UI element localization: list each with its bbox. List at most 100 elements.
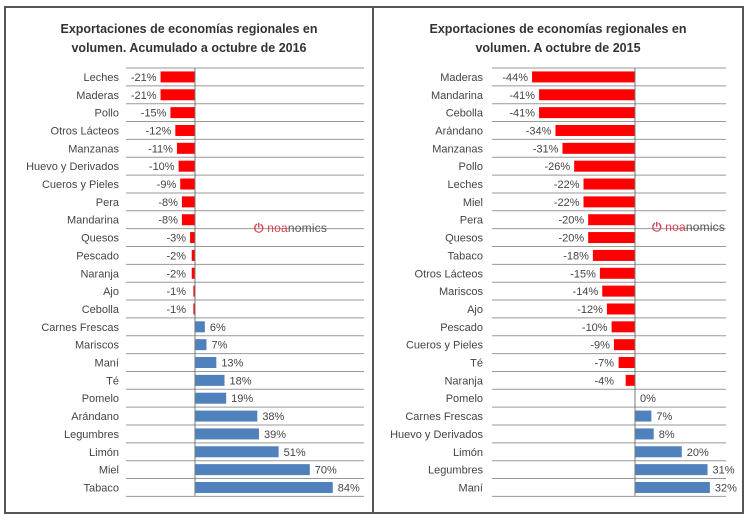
bar-chart-2016: Leches -21% Maderas -21% Pollo -15% Otros Láct… [26, 67, 364, 497]
bar-cueros-y-pieles [613, 339, 635, 351]
bar-tabaco [195, 481, 333, 493]
chart-panel-2015: Exportaciones de economías regionales en… [372, 6, 744, 514]
bar-naranja [625, 374, 635, 386]
category-label: Huevo y Derivados [390, 429, 483, 441]
value-label: -8% [158, 197, 178, 209]
category-label: Pollo [459, 161, 483, 173]
logo-prefix: noa [665, 220, 686, 234]
category-label: Cebolla [446, 108, 484, 120]
bar-huevo-y-derivados [635, 428, 654, 440]
value-label: -15% [570, 268, 596, 280]
value-label: 8% [659, 429, 675, 441]
category-label: Pomelo [82, 393, 119, 405]
value-label: -7% [594, 358, 614, 370]
bar-leches [583, 178, 635, 190]
category-label: Quesos [445, 233, 483, 245]
value-label: -2% [166, 268, 186, 280]
logo-suffix: nomics [287, 221, 328, 235]
category-label: Mandarina [67, 215, 120, 227]
category-label: Cueros y Pieles [42, 179, 120, 191]
value-label: -2% [166, 250, 186, 262]
bar-naranja [191, 267, 195, 279]
value-label: -18% [563, 250, 589, 262]
category-label: Mandarina [431, 90, 484, 102]
category-label: Naranja [80, 268, 119, 280]
logo-suffix: nomics [685, 220, 726, 234]
bar-quesos [190, 232, 195, 244]
category-label: Ajo [467, 304, 483, 316]
category-label: Pera [460, 215, 484, 227]
value-label: 18% [230, 375, 252, 387]
value-label: -1% [166, 286, 186, 298]
value-label: -4% [594, 375, 614, 387]
value-label: -9% [590, 340, 610, 352]
bar-maderas [160, 89, 195, 101]
bar-quesos [588, 232, 635, 244]
category-label: Pescado [76, 250, 119, 262]
category-label: Mariscos [75, 340, 120, 352]
category-label: Tabaco [448, 250, 483, 262]
bar-mandarina [181, 214, 195, 226]
category-label: Legumbres [64, 429, 120, 441]
value-label: 0% [640, 393, 656, 405]
watermark-logo: ⏻ noanomics [254, 221, 327, 236]
value-label: -3% [166, 233, 186, 245]
value-label: -8% [158, 215, 178, 227]
value-label: -10% [582, 322, 608, 334]
power-icon: ⏻ [652, 220, 662, 234]
bar-pera [588, 214, 635, 226]
bar-chart-2015: Maderas -44% Mandarina -41% Cebolla -41% Aránd… [390, 67, 737, 497]
category-label: Arándano [71, 411, 119, 423]
value-label: -15% [141, 108, 167, 120]
bar-limón [635, 446, 682, 458]
bar-manzanas [176, 142, 195, 154]
bar-tabaco [592, 249, 635, 261]
bar-pescado [611, 321, 635, 333]
value-label: 7% [211, 340, 227, 352]
bar-maderas [532, 71, 635, 83]
bar-pomelo [195, 392, 227, 404]
category-label: Té [106, 375, 119, 387]
value-label: -41% [509, 90, 535, 102]
chart-title-line-2: volumen. A octubre de 2015 [475, 41, 641, 55]
bar-mandarina [539, 89, 635, 101]
category-label: Limón [89, 447, 119, 459]
value-label: -20% [559, 233, 585, 245]
bar-pollo [170, 107, 195, 119]
bar-cebolla [539, 107, 635, 119]
category-label: Maní [459, 482, 483, 494]
category-label: Cebolla [82, 304, 120, 316]
bar-pescado [191, 249, 195, 261]
value-label: 38% [262, 411, 284, 423]
chart-title-line-2: volumen. Acumulado a octubre de 2016 [71, 41, 307, 55]
category-label: Manzanas [432, 143, 483, 155]
value-label: -34% [526, 125, 552, 137]
category-label: Mariscos [439, 286, 484, 298]
category-label: Té [470, 358, 483, 370]
bar-maní [635, 481, 710, 493]
category-label: Huevo y Derivados [26, 161, 119, 173]
value-label: 6% [210, 322, 226, 334]
value-label: -20% [559, 215, 585, 227]
value-label: -12% [146, 125, 172, 137]
value-label: 31% [713, 465, 735, 477]
chart-title-2015: Exportaciones de economías regionales en… [374, 20, 742, 58]
category-label: Carnes Frescas [405, 411, 483, 423]
category-label: Leches [84, 72, 120, 84]
chart-title-2016: Exportaciones de economías regionales en… [6, 20, 372, 58]
bar-carnes-frescas [195, 321, 205, 333]
bar-ajo [193, 285, 195, 297]
value-label: -9% [157, 179, 177, 191]
category-label: Cueros y Pieles [406, 340, 484, 352]
category-label: Otros Lácteos [51, 125, 120, 137]
category-label: Arándano [435, 125, 483, 137]
value-label: 39% [264, 429, 286, 441]
category-label: Miel [463, 197, 483, 209]
category-label: Naranja [444, 375, 483, 387]
bar-ajo [606, 303, 635, 315]
value-label: 20% [687, 447, 709, 459]
value-label: -1% [166, 304, 186, 316]
category-label: Quesos [81, 233, 119, 245]
watermark-logo: ⏻ noanomics [652, 220, 725, 235]
category-label: Pera [96, 197, 120, 209]
